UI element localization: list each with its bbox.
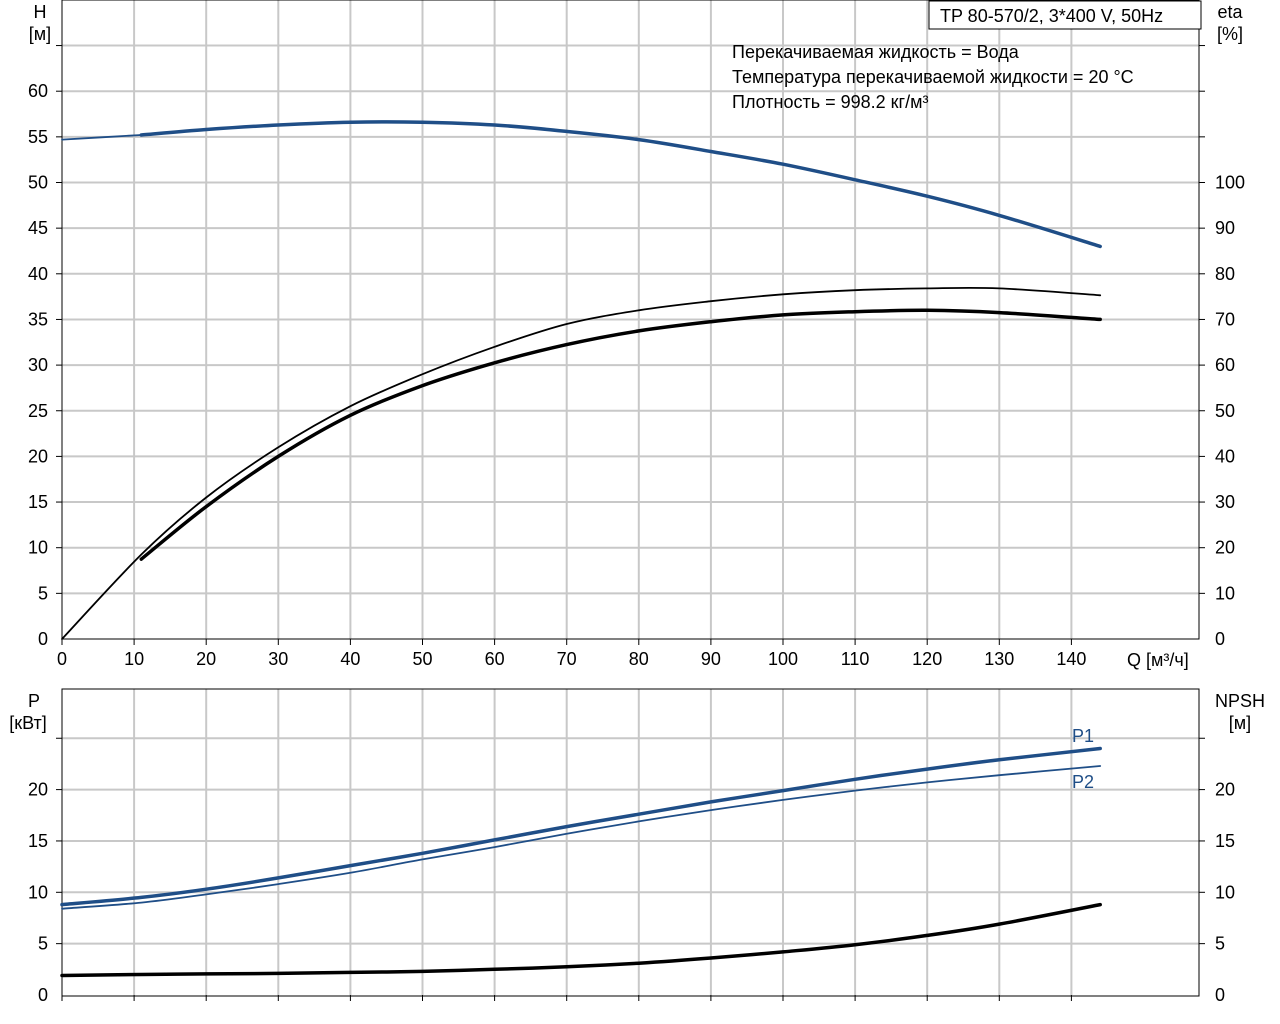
top-xtick-label: 0 (57, 649, 67, 669)
top-xtick-label: 20 (196, 649, 216, 669)
top-ytick-right-label: 40 (1215, 446, 1235, 466)
top-ytick-left-label: 15 (28, 492, 48, 512)
top-ytick-right-label: 30 (1215, 492, 1235, 512)
model-title: TP 80-570/2, 3*400 V, 50Hz (940, 6, 1163, 26)
top-ytick-left-label: 25 (28, 401, 48, 421)
top-ytick-right-label: 90 (1215, 218, 1235, 238)
top-xtick-label: 70 (557, 649, 577, 669)
top-left-axis-unit: [м] (29, 24, 51, 44)
top-ytick-right-label: 80 (1215, 264, 1235, 284)
series-label-p1: P1 (1072, 726, 1094, 746)
bottom-series (60, 746, 1102, 978)
bottom-series-p1 (60, 746, 1102, 907)
top-xtick-label: 140 (1056, 649, 1086, 669)
top-xtick-label: 130 (984, 649, 1014, 669)
bottom-ytick-left-label: 0 (38, 985, 48, 1005)
bottom-ytick-right-label: 10 (1215, 882, 1235, 902)
top-ytick-right-label: 0 (1215, 629, 1225, 649)
bottom-right-axis-unit: [м] (1229, 713, 1251, 733)
top-xtick-label: 50 (412, 649, 432, 669)
bottom-grid (62, 689, 1199, 995)
top-ytick-left-label: 60 (28, 81, 48, 101)
top-xtick-label: 120 (912, 649, 942, 669)
top-ytick-left-label: 35 (28, 309, 48, 329)
bottom-ticks: 0 5 10 15 20 0 5 10 15 20 (28, 737, 1235, 1005)
bottom-series-p2 (61, 765, 1102, 910)
series-label-p2: P2 (1072, 772, 1094, 792)
top-ytick-left-label: 45 (28, 218, 48, 238)
top-ytick-left-label: 40 (28, 264, 48, 284)
top-series-right-thick (139, 308, 1102, 561)
temperature-info: Температура перекачиваемой жидкости = 20… (732, 67, 1134, 87)
bottom-ytick-right-label: 15 (1215, 831, 1235, 851)
bottom-right-axis-title: NPSH (1215, 691, 1265, 711)
top-xtick-label: 90 (701, 649, 721, 669)
top-xtick-label: 60 (485, 649, 505, 669)
bottom-ytick-left-label: 10 (28, 882, 48, 902)
top-ytick-left-label: 50 (28, 173, 48, 193)
bottom-ytick-left-label: 20 (28, 780, 48, 800)
top-series-left-thick (139, 120, 1102, 249)
top-series-left-thin (61, 134, 143, 141)
top-ytick-right-label: 20 (1215, 538, 1235, 558)
top-series-right-thin (61, 286, 1102, 640)
bottom-ytick-left-label: 15 (28, 831, 48, 851)
density-info: Плотность = 998.2 кг/м³ (732, 92, 928, 112)
top-ticks: 0 10 20 30 40 50 60 70 80 90 100 110 120 130 140051015… (28, 45, 1245, 669)
top-xtick-label: 110 (841, 649, 870, 669)
top-xtick-label: 40 (340, 649, 360, 669)
top-grid (62, 0, 1199, 639)
x-axis-title: Q [м³/ч] (1127, 650, 1189, 670)
bottom-ytick-right-label: 5 (1215, 934, 1225, 954)
top-ytick-right-label: 100 (1215, 173, 1245, 193)
top-series (61, 120, 1102, 640)
bottom-plot-frame (61, 688, 1200, 997)
bottom-series-right-thick (60, 902, 1102, 978)
bottom-ytick-right-label: 20 (1215, 780, 1235, 800)
top-ytick-right-label: 70 (1215, 309, 1235, 329)
bottom-left-axis-unit: [кВт] (9, 713, 47, 733)
top-xtick-label: 30 (268, 649, 288, 669)
fluid-info: Перекачиваемая жидкость = Вода (732, 42, 1020, 62)
top-ytick-right-label: 10 (1215, 583, 1235, 603)
top-ytick-right-label: 50 (1215, 401, 1235, 421)
top-left-axis-title: H (34, 2, 47, 22)
top-ytick-left-label: 20 (28, 446, 48, 466)
model-title-box (928, 0, 1202, 30)
top-right-axis-title: eta (1217, 2, 1243, 22)
top-ytick-left-label: 0 (38, 629, 48, 649)
bottom-ytick-right-label: 0 (1215, 985, 1225, 1005)
bottom-ytick-left-label: 5 (38, 934, 48, 954)
top-ytick-right-label: 60 (1215, 355, 1235, 375)
top-right-axis-unit: [%] (1217, 24, 1243, 44)
top-xtick-label: 80 (629, 649, 649, 669)
top-ytick-left-label: 55 (28, 127, 48, 147)
top-xtick-label: 100 (768, 649, 798, 669)
top-ytick-left-label: 10 (28, 538, 48, 558)
top-ytick-left-label: 30 (28, 355, 48, 375)
top-xtick-label: 10 (124, 649, 144, 669)
bottom-left-axis-title: P (28, 691, 40, 711)
top-ytick-left-label: 5 (38, 583, 48, 603)
